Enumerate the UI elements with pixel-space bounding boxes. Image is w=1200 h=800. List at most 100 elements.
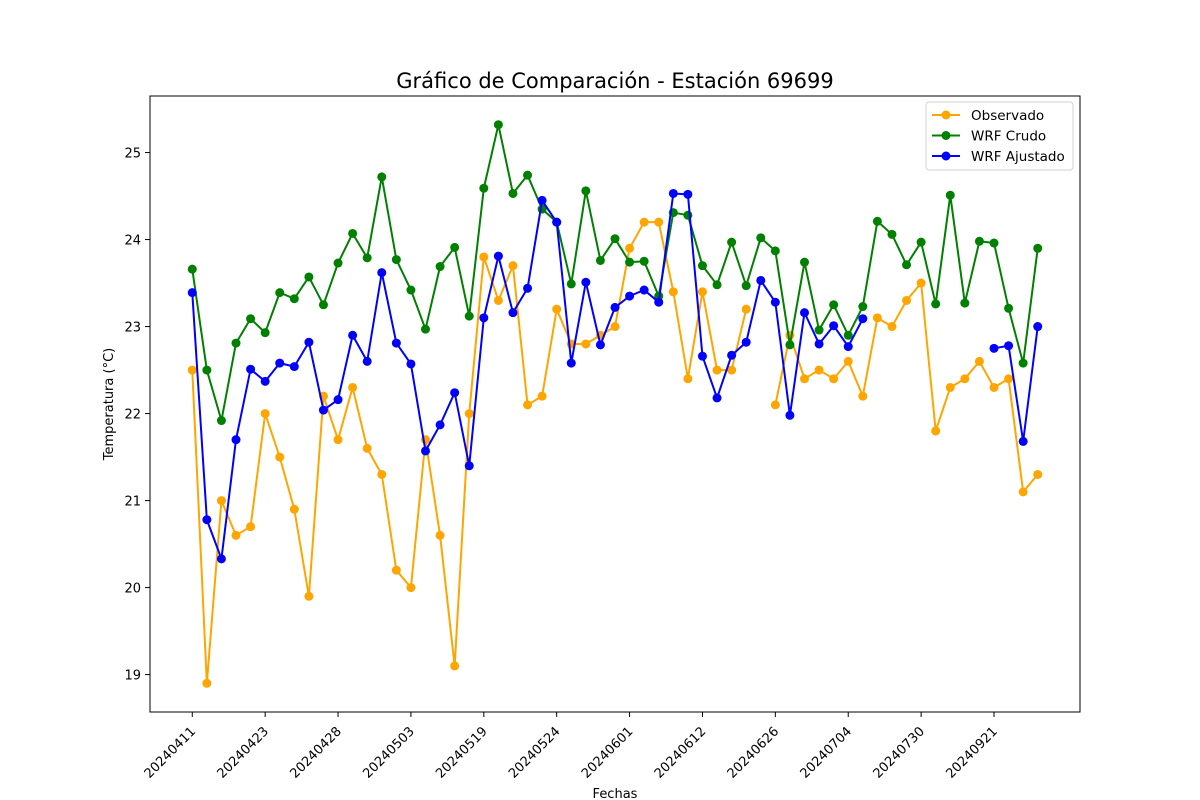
data-point (610, 302, 620, 312)
data-point (712, 280, 722, 290)
data-point (639, 285, 649, 295)
data-point (304, 591, 314, 601)
legend-marker (941, 151, 951, 161)
data-point (610, 234, 620, 244)
data-point (435, 530, 445, 540)
data-point (479, 183, 489, 193)
data-point (479, 313, 489, 323)
data-point (202, 365, 212, 375)
data-point (697, 351, 707, 361)
data-point (391, 565, 401, 575)
data-point (450, 242, 460, 252)
data-point (464, 461, 474, 471)
data-point (887, 322, 897, 332)
data-point (202, 678, 212, 688)
data-point (1033, 322, 1043, 332)
data-point (727, 237, 737, 247)
data-point (275, 452, 285, 462)
data-point (843, 330, 853, 340)
data-point (537, 391, 547, 401)
y-tick-label: 22 (124, 408, 141, 423)
data-point (318, 405, 328, 415)
data-point (246, 522, 256, 532)
data-point (581, 186, 591, 196)
data-point (421, 446, 430, 456)
data-point (727, 365, 737, 375)
data-point (566, 358, 576, 368)
data-point (362, 356, 372, 366)
data-point (348, 382, 358, 392)
data-point (1018, 358, 1028, 368)
axes-frame (149, 95, 1081, 713)
y-tick-label: 25 (124, 147, 141, 162)
data-point (1018, 436, 1028, 446)
data-point (246, 314, 256, 324)
data-point (260, 328, 270, 338)
data-point (800, 374, 809, 384)
series-0 (187, 217, 1043, 688)
legend-marker (941, 131, 951, 140)
data-point (187, 365, 197, 375)
data-point (362, 253, 372, 263)
data-point (712, 365, 722, 375)
data-point (231, 530, 241, 540)
data-point (289, 362, 299, 372)
data-point (595, 255, 605, 265)
data-point (493, 120, 503, 130)
legend-label: WRF Crudo (971, 129, 1046, 145)
y-tick-label: 20 (124, 582, 141, 597)
data-point (581, 277, 591, 287)
data-point (406, 583, 416, 593)
data-point (406, 359, 416, 369)
series-2 (187, 188, 1043, 564)
data-point (654, 297, 664, 307)
data-point (887, 229, 897, 239)
data-point (333, 435, 343, 445)
data-point (945, 382, 955, 392)
data-point (391, 338, 401, 348)
y-tick-label: 21 (124, 495, 141, 510)
data-point (668, 188, 678, 198)
data-point (814, 339, 824, 349)
data-point (523, 283, 533, 293)
data-point (523, 170, 533, 180)
chart-title: Gráfico de Comparación - Estación 69699 (396, 69, 833, 93)
data-point (683, 374, 693, 384)
data-point (727, 350, 737, 360)
data-point (989, 343, 999, 353)
data-point (464, 311, 474, 321)
data-point (187, 264, 197, 274)
data-point (406, 285, 416, 295)
data-point (450, 388, 460, 398)
data-point (1033, 469, 1043, 479)
data-point (318, 300, 328, 310)
data-point (770, 246, 780, 256)
data-point (712, 393, 722, 403)
data-point (304, 272, 314, 282)
data-point (246, 364, 256, 374)
data-point (493, 251, 503, 261)
data-point (785, 340, 795, 350)
data-point (1033, 243, 1043, 253)
data-point (216, 416, 226, 426)
data-point (668, 287, 678, 297)
data-point (931, 299, 941, 309)
data-point (800, 308, 809, 318)
data-point (814, 365, 824, 375)
x-axis-label: Fechas (593, 787, 638, 800)
data-point (770, 297, 780, 307)
data-point (625, 243, 635, 253)
data-point (508, 188, 518, 198)
data-point (333, 395, 343, 405)
data-point (377, 469, 387, 479)
data-point (275, 288, 285, 298)
data-point (595, 340, 605, 350)
data-point (216, 554, 226, 564)
data-point (216, 496, 226, 506)
data-point (858, 314, 868, 324)
data-point (931, 426, 941, 436)
data-point (683, 189, 693, 199)
data-point (843, 356, 853, 366)
data-point (537, 195, 547, 205)
